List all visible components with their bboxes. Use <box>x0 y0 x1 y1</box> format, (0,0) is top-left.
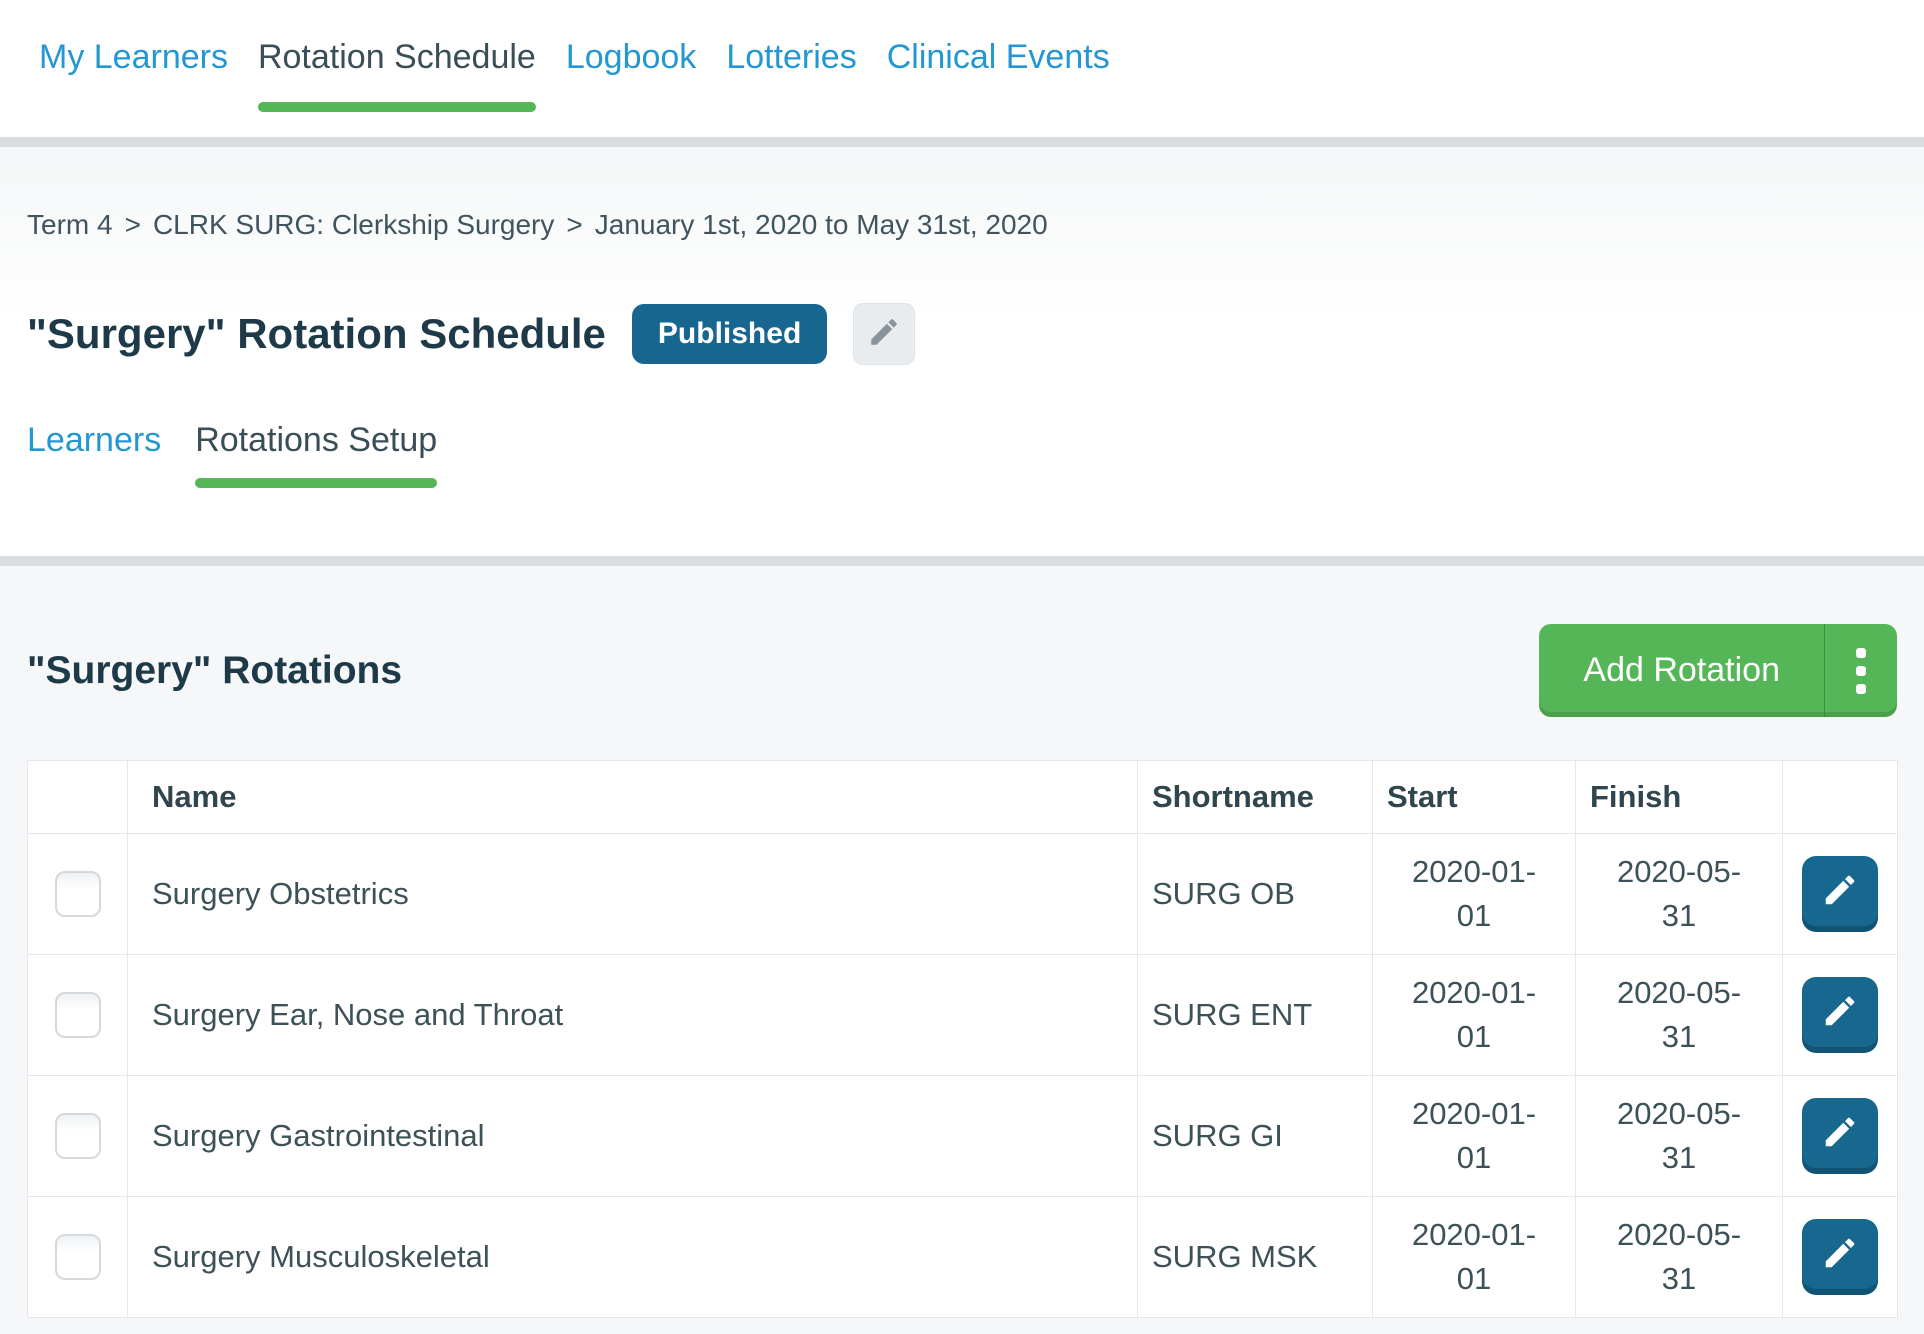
rotation-shortname: SURG ENT <box>1137 954 1373 1076</box>
edit-rotation-button[interactable] <box>1802 1098 1878 1174</box>
rotation-finish: 2020-05-31 <box>1575 833 1783 955</box>
subtab-learners[interactable]: Learners <box>27 421 162 459</box>
rotation-finish: 2020-05-31 <box>1575 1075 1783 1197</box>
breadcrumb-term[interactable]: Term 4 <box>27 209 113 240</box>
table-header-row: Name Shortname Start Finish <box>27 760 1898 834</box>
schedule-header-section: Term 4 > CLRK SURG: Clerkship Surgery > Janu… <box>0 147 1924 566</box>
tab-clinical-events[interactable]: Clinical Events <box>886 38 1110 76</box>
rotation-start: 2020-01-01 <box>1372 1075 1576 1197</box>
breadcrumb-separator: > <box>124 209 141 240</box>
edit-rotation-button[interactable] <box>1802 977 1878 1053</box>
table-row: Surgery Ear, Nose and Throat SURG ENT 20… <box>27 954 1898 1076</box>
edit-schedule-button[interactable] <box>853 303 916 365</box>
rotation-name: Surgery Obstetrics <box>127 833 1138 955</box>
header-actions <box>1782 760 1898 834</box>
tab-logbook[interactable]: Logbook <box>565 38 697 76</box>
row-checkbox[interactable] <box>54 992 101 1038</box>
rotations-section: "Surgery" Rotations Add Rotation Name Sh… <box>0 624 1924 1318</box>
breadcrumb-date-range: January 1st, 2020 to May 31st, 2020 <box>594 209 1048 240</box>
rotation-name: Surgery Gastrointestinal <box>127 1075 1138 1197</box>
pencil-icon <box>867 315 901 354</box>
breadcrumb: Term 4 > CLRK SURG: Clerkship Surgery > Janu… <box>27 147 1897 241</box>
rotation-start: 2020-01-01 <box>1372 954 1576 1076</box>
subtab-rotations-setup[interactable]: Rotations Setup <box>195 421 437 488</box>
table-row: Surgery Obstetrics SURG OB 2020-01-01 20… <box>27 833 1898 955</box>
row-checkbox[interactable] <box>54 871 101 917</box>
rotations-heading: "Surgery" Rotations <box>27 648 403 692</box>
tab-rotation-schedule[interactable]: Rotation Schedule <box>243 38 551 137</box>
add-rotation-split-button: Add Rotation <box>1539 624 1897 717</box>
row-checkbox[interactable] <box>54 1234 101 1280</box>
rotation-start: 2020-01-01 <box>1372 833 1576 955</box>
rotations-header-row: "Surgery" Rotations Add Rotation <box>27 624 1897 717</box>
kebab-menu-icon <box>1856 647 1866 694</box>
pencil-icon <box>1821 1234 1859 1280</box>
tab-lotteries[interactable]: Lotteries <box>726 38 857 76</box>
rotation-finish: 2020-05-31 <box>1575 954 1783 1076</box>
rotation-shortname: SURG OB <box>1137 833 1373 955</box>
header-name: Name <box>127 760 1138 834</box>
table-row: Surgery Gastrointestinal SURG GI 2020-01… <box>27 1075 1898 1197</box>
tab-my-learners[interactable]: My Learners <box>39 38 228 76</box>
rotation-finish: 2020-05-31 <box>1575 1196 1783 1318</box>
header-start: Start <box>1372 760 1576 834</box>
breadcrumb-separator: > <box>566 209 583 240</box>
pencil-icon <box>1821 871 1859 917</box>
header-shortname: Shortname <box>1137 760 1373 834</box>
schedule-subtabs: Learners Rotations Setup <box>27 421 1897 488</box>
main-nav: My Learners Rotation Schedule Logbook Lo… <box>0 0 1924 147</box>
header-select <box>27 760 128 834</box>
breadcrumb-course[interactable]: CLRK SURG: Clerkship Surgery <box>152 209 555 240</box>
header-finish: Finish <box>1575 760 1783 834</box>
add-rotation-more-button[interactable] <box>1824 624 1897 717</box>
rotation-shortname: SURG MSK <box>1137 1196 1373 1318</box>
row-checkbox[interactable] <box>54 1113 101 1159</box>
page-title: "Surgery" Rotation Schedule <box>27 310 606 357</box>
edit-rotation-button[interactable] <box>1802 856 1878 932</box>
rotation-name: Surgery Ear, Nose and Throat <box>127 954 1138 1076</box>
rotation-shortname: SURG GI <box>1137 1075 1373 1197</box>
add-rotation-button[interactable]: Add Rotation <box>1583 651 1780 689</box>
table-row: Surgery Musculoskeletal SURG MSK 2020-01… <box>27 1196 1898 1318</box>
title-row: "Surgery" Rotation Schedule Published <box>27 303 1897 365</box>
rotation-start: 2020-01-01 <box>1372 1196 1576 1318</box>
pencil-icon <box>1821 1113 1859 1159</box>
pencil-icon <box>1821 992 1859 1038</box>
status-badge: Published <box>631 304 828 364</box>
rotations-table: Name Shortname Start Finish Surgery Obst… <box>27 760 1898 1318</box>
edit-rotation-button[interactable] <box>1802 1219 1878 1295</box>
rotation-name: Surgery Musculoskeletal <box>127 1196 1138 1318</box>
